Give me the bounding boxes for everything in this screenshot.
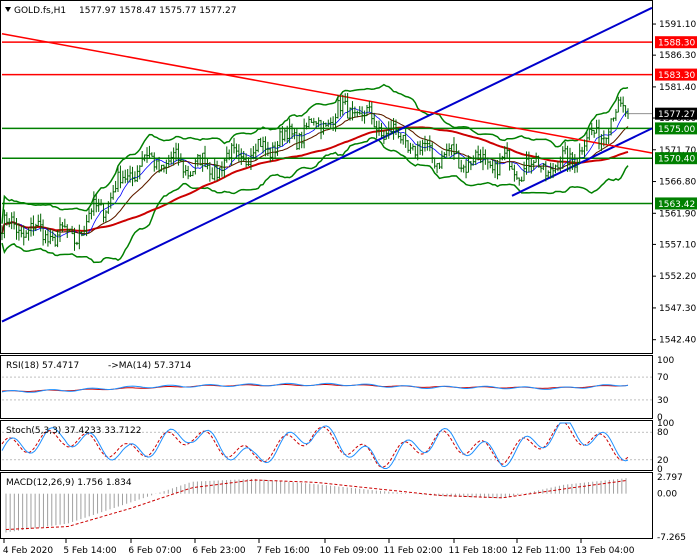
- level-tag-label: 1588.30: [658, 39, 695, 49]
- rsi-panel[interactable]: [0, 355, 653, 419]
- current-price-box: [655, 107, 697, 120]
- bollinger-upper-line: [1, 83, 629, 224]
- macd-layer: [5, 478, 627, 533]
- macd-axis-label: 0.00: [657, 490, 677, 500]
- price-axis-label: 1571.70: [659, 146, 696, 156]
- time-axis-label: 4 Feb 2020: [3, 546, 54, 556]
- time-axis-label: 5 Feb 14:00: [63, 546, 117, 556]
- symbol-label: GOLD.fs,H1: [14, 6, 66, 16]
- time-axis-label: 7 Feb 16:00: [256, 546, 310, 556]
- level-tag-box: [655, 122, 697, 135]
- triangle-down-icon[interactable]: [5, 7, 11, 12]
- bollinger-lower-line: [1, 137, 629, 264]
- axis-label: 100: [657, 419, 674, 429]
- price-axis-label: 1542.40: [659, 336, 696, 346]
- level-tag-label: 1570.40: [658, 155, 695, 165]
- main-line: [1, 382, 629, 393]
- trendline-red-down: [1, 33, 653, 154]
- macd-axis-label: -7.265: [657, 533, 686, 543]
- price-axis-label: 1552.20: [659, 272, 696, 282]
- macd-signal-line: [5, 479, 627, 530]
- stoch-layer: [1, 422, 652, 469]
- axis-label: 70: [657, 373, 669, 383]
- time-axis-label: 6 Feb 07:00: [128, 546, 182, 556]
- level-tag-box: [655, 197, 697, 210]
- level-tags: 1588.30 1583.30 1575.00 1570.40 1563.42 1577.…: [628, 36, 697, 210]
- price-axis-label: 1557.10: [659, 240, 696, 250]
- rsi-ma-label: ->MA(14) 57.3714: [108, 361, 192, 371]
- time-axis-label: 12 Feb 11:00: [511, 546, 570, 556]
- time-axis-label: 13 Feb 04:00: [575, 546, 634, 556]
- price-axis-label: 1547.30: [659, 304, 696, 314]
- price-layer: [0, 6, 653, 323]
- macd-axis-label: 2.797: [657, 473, 683, 483]
- axis-label: 0: [657, 413, 663, 423]
- macd-axis: 2.797 0.00 -7.265: [657, 473, 686, 543]
- level-tag-label: 1583.30: [658, 71, 695, 81]
- axis-label: 20: [657, 456, 669, 466]
- time-axis-label: 10 Feb 09:00: [319, 546, 378, 556]
- price-axis-label: 1581.40: [659, 83, 696, 93]
- level-tag-box: [655, 152, 697, 165]
- rsi-layer: [1, 376, 652, 401]
- trendline-blue-short: [511, 127, 653, 197]
- price-axis-label: 1586.30: [659, 51, 696, 61]
- time-axis-label: 11 Feb 18:00: [448, 546, 507, 556]
- level-tag-box: [655, 36, 697, 49]
- rsi-label: RSI(18) 57.4717: [6, 361, 79, 371]
- stoch-panel[interactable]: [0, 420, 653, 471]
- slow-ma-line: [1, 126, 629, 234]
- level-tag-label: 1563.42: [658, 200, 695, 210]
- level-tag-label: 1575.00: [658, 125, 695, 135]
- macd-label: MACD(12,26,9) 1.756 1.834: [6, 478, 132, 488]
- level-tag-box: [655, 68, 697, 81]
- price-axis-label: 1591.10: [659, 20, 696, 30]
- price-axis-label: 1566.80: [659, 178, 696, 188]
- axis-label: 0: [657, 465, 663, 475]
- stoch-label: Stoch(5,3,3) 37.4233 33.7122: [6, 426, 141, 436]
- rsi-axis: 100 70 30 0: [657, 356, 674, 423]
- ohlc-values: 1577.97 1578.47 1575.77 1577.27: [79, 6, 236, 16]
- time-axis: 4 Feb 2020 5 Feb 14:00 6 Feb 07:00 6 Feb 23…: [3, 539, 635, 556]
- price-panel[interactable]: [0, 0, 653, 354]
- axis-label: 80: [657, 428, 669, 438]
- main-line: [1, 422, 629, 469]
- trendline-blue-main: [1, 6, 653, 323]
- current-price-label: 1577.27: [658, 110, 695, 120]
- time-axis-label: 11 Feb 02:00: [383, 546, 442, 556]
- time-axis-label: 6 Feb 23:00: [192, 546, 246, 556]
- axis-label: 100: [657, 356, 674, 366]
- price-axis-label: 1561.90: [659, 209, 696, 219]
- axis-label: 30: [657, 396, 669, 406]
